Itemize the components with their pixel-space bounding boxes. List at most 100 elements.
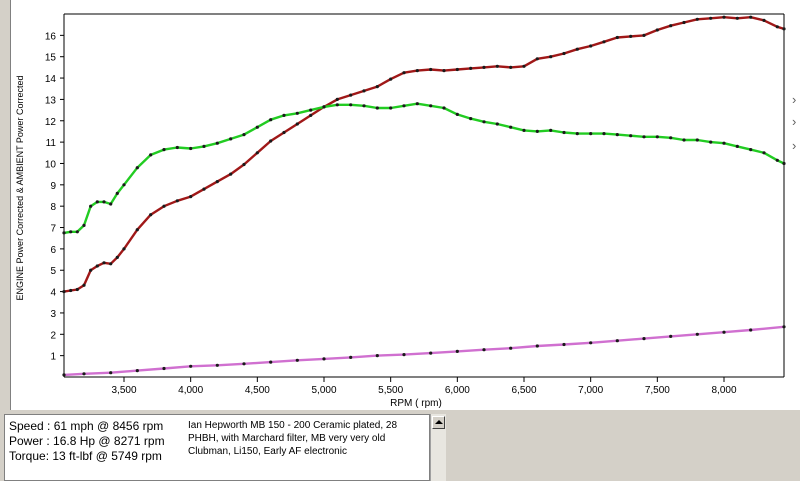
power-data-point <box>602 40 606 44</box>
ambient-data-point <box>229 137 233 141</box>
power-data-point <box>149 213 153 217</box>
ambient-data-point <box>669 136 673 140</box>
ambient-data-point <box>295 111 299 115</box>
ambient-data-point <box>602 132 606 136</box>
loss-data-point <box>135 369 139 373</box>
ambient-data-point <box>562 130 566 135</box>
ambient-data-point <box>482 120 486 124</box>
loss-data-point <box>509 346 513 350</box>
power-data-point <box>762 18 766 22</box>
power-data-point <box>455 67 459 72</box>
loss-data-point <box>215 363 219 367</box>
y-tick-label: 8 <box>50 202 56 213</box>
power-data-point <box>109 262 113 266</box>
power-data-point <box>189 195 193 199</box>
ambient-data-point <box>335 103 339 107</box>
power-data-point <box>335 97 339 101</box>
ambient-data-point <box>709 140 713 144</box>
ambient-data-point <box>242 133 246 137</box>
power-data-point <box>535 57 539 61</box>
ambient-data-point <box>122 183 126 187</box>
ambient-data-point <box>109 202 113 206</box>
loss-data-point <box>642 337 646 341</box>
ambient-data-point <box>162 148 166 152</box>
ambient-data-point <box>389 106 393 110</box>
ambient-data-point <box>589 132 593 136</box>
speed-stat: Speed : 61 mph @ 8456 rpm <box>9 419 164 433</box>
loss-data-point <box>189 364 193 368</box>
ambient-data-point <box>189 146 193 151</box>
ambient-data-point <box>95 200 99 204</box>
notes-scrollbar[interactable] <box>430 414 446 481</box>
y-tick-label: 15 <box>45 53 57 64</box>
power-data-point <box>575 47 579 51</box>
y-tick-label: 5 <box>50 266 56 277</box>
x-tick-label: 4,000 <box>178 385 203 396</box>
ambient-data-point <box>429 104 433 108</box>
power-data-point <box>695 17 699 21</box>
power-data-point <box>202 187 206 191</box>
y-tick-label: 3 <box>50 309 56 320</box>
power-data-point <box>775 25 779 29</box>
power-data-point <box>709 16 713 20</box>
x-axis-label: RPM ( rpm) <box>390 398 442 409</box>
ambient-data-point <box>149 153 153 157</box>
loss-data-point <box>242 362 246 366</box>
loss-series-line <box>63 325 785 377</box>
power-data-point <box>642 33 646 38</box>
dyno-chart: 3,500 4,000 4,500 5,000 5,500 6,000 6,500 7,000… <box>15 13 786 409</box>
power-data-point <box>255 151 259 155</box>
ambient-data-point <box>695 138 699 142</box>
ambient-data-point <box>135 166 139 170</box>
ambient-data-point <box>655 135 659 139</box>
power-data-point <box>102 261 106 265</box>
y-tick-label: 16 <box>45 31 57 42</box>
ambient-data-point <box>749 148 753 152</box>
power-data-point <box>75 287 79 292</box>
ambient-data-point <box>102 200 106 204</box>
scroll-up-button[interactable] <box>432 416 445 429</box>
y-tick-label: 2 <box>50 330 56 341</box>
ambient-data-point <box>495 122 499 126</box>
power-data-point <box>669 24 673 28</box>
right-edge-strip: › › › <box>792 0 800 410</box>
loss-data-point <box>349 355 353 359</box>
ambient-data-point <box>642 135 646 139</box>
ambient-data-point <box>615 133 619 137</box>
power-data-point <box>175 199 179 203</box>
truncated-legend-glyph: › <box>792 92 797 107</box>
power-data-point <box>282 130 286 135</box>
ambient-data-point <box>629 134 633 138</box>
loss-data-point <box>749 328 753 332</box>
y-tick-label: 7 <box>50 224 56 235</box>
power-data-point <box>95 264 99 268</box>
y-tick-label: 14 <box>45 74 57 85</box>
ambient-data-point <box>269 118 273 122</box>
chart-axes <box>63 13 785 378</box>
loss-data-point <box>402 353 406 357</box>
power-data-point <box>295 122 299 126</box>
ambient-data-point <box>455 112 459 116</box>
power-data-point <box>589 44 593 48</box>
y-tick-label: 6 <box>50 245 56 256</box>
ambient-data-point <box>575 132 579 136</box>
loss-data-point <box>109 371 113 375</box>
power-data-point <box>722 15 726 19</box>
x-tick-label: 3,500 <box>111 385 136 396</box>
power-data-point <box>615 35 619 40</box>
ambient-data-point <box>375 106 379 110</box>
power-data-point <box>82 283 86 287</box>
truncated-legend-glyph: › <box>792 114 797 129</box>
power-data-point <box>429 67 433 72</box>
loss-data-point <box>62 373 66 377</box>
ambient-data-point <box>762 151 766 155</box>
power-data-point <box>469 66 473 70</box>
power-data-point <box>309 113 313 117</box>
loss-data-point <box>535 344 539 348</box>
power-data-point <box>162 204 166 208</box>
power-data-point <box>229 172 233 176</box>
power-data-point <box>402 71 406 75</box>
power-data-point <box>122 247 126 251</box>
y-tick-label: 9 <box>50 181 56 192</box>
x-tick-label: 6,500 <box>511 385 536 396</box>
